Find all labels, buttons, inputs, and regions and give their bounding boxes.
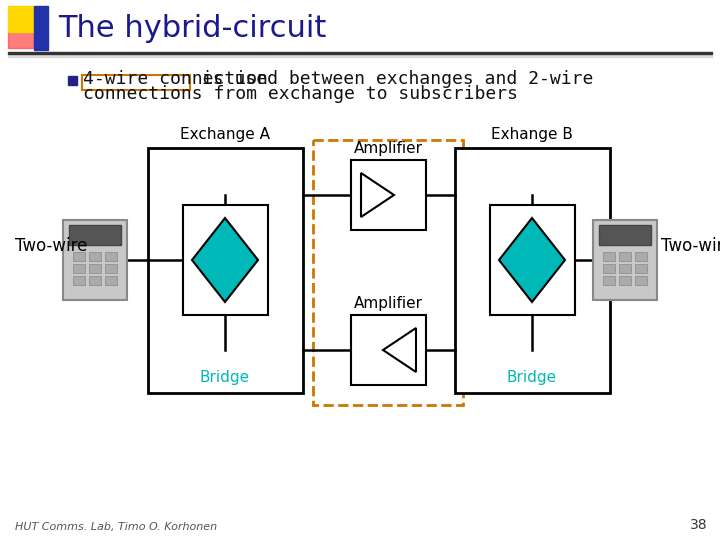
- Bar: [8, 32, 34, 48]
- Bar: [89, 252, 101, 261]
- Bar: [635, 264, 647, 273]
- Bar: [599, 225, 651, 245]
- Bar: [313, 140, 463, 405]
- Bar: [73, 276, 85, 285]
- Text: HUT Comms. Lab, Timo O. Korhonen: HUT Comms. Lab, Timo O. Korhonen: [15, 522, 217, 532]
- Bar: [89, 264, 101, 273]
- Bar: [8, 52, 712, 53]
- Bar: [148, 148, 303, 393]
- Polygon shape: [361, 173, 394, 217]
- Text: connections from exchange to subscribers: connections from exchange to subscribers: [83, 85, 518, 103]
- Text: Exchange A: Exchange A: [180, 127, 270, 142]
- Text: Bridge: Bridge: [200, 370, 250, 385]
- Polygon shape: [192, 218, 258, 302]
- Bar: [619, 264, 631, 273]
- Text: Two-wire: Two-wire: [15, 237, 87, 255]
- Polygon shape: [499, 218, 565, 302]
- Bar: [351, 160, 426, 230]
- Bar: [8, 53, 712, 57]
- Bar: [69, 225, 121, 245]
- Bar: [619, 252, 631, 261]
- Polygon shape: [383, 328, 416, 372]
- Bar: [603, 276, 615, 285]
- Bar: [73, 252, 85, 261]
- Bar: [635, 252, 647, 261]
- Text: Amplifier: Amplifier: [354, 141, 423, 156]
- Bar: [351, 315, 426, 385]
- Bar: [619, 276, 631, 285]
- Bar: [34, 6, 48, 50]
- Bar: [105, 264, 117, 273]
- Text: is used between exchanges and 2-wire: is used between exchanges and 2-wire: [191, 70, 593, 88]
- Bar: [183, 205, 268, 315]
- Bar: [73, 264, 85, 273]
- Text: Bridge: Bridge: [507, 370, 557, 385]
- Text: Amplifier: Amplifier: [354, 296, 423, 311]
- Bar: [63, 220, 127, 300]
- Text: The hybrid-circuit: The hybrid-circuit: [58, 14, 326, 43]
- Text: 38: 38: [690, 518, 708, 532]
- Bar: [82, 75, 190, 90]
- Bar: [490, 205, 575, 315]
- Bar: [603, 252, 615, 261]
- Bar: [593, 220, 657, 300]
- Bar: [8, 6, 34, 32]
- Bar: [603, 264, 615, 273]
- Text: Exhange B: Exhange B: [491, 127, 573, 142]
- Bar: [455, 148, 610, 393]
- Text: Two-wire: Two-wire: [661, 237, 720, 255]
- Bar: [89, 276, 101, 285]
- Bar: [105, 276, 117, 285]
- Bar: [68, 76, 77, 85]
- Bar: [635, 276, 647, 285]
- Bar: [105, 252, 117, 261]
- Text: 4-wire connection: 4-wire connection: [83, 70, 268, 88]
